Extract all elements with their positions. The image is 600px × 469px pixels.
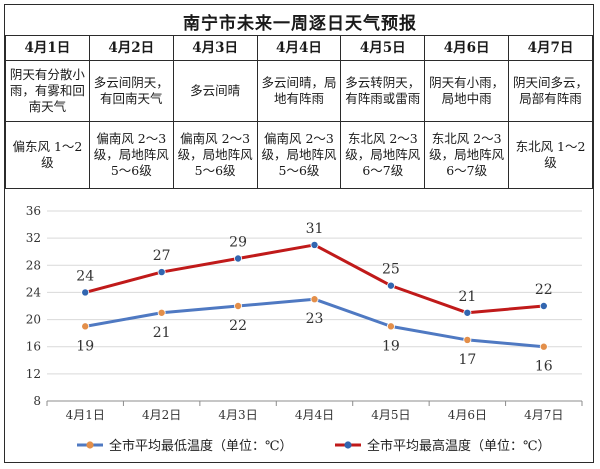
data-point [386, 322, 395, 331]
weather-cell: 多云间阴天，有回南天气 [88, 60, 174, 122]
y-tick-label: 8 [33, 394, 41, 408]
chart-series [81, 240, 548, 351]
data-point [234, 302, 243, 311]
data-label: 16 [535, 359, 553, 375]
data-label: 31 [306, 221, 324, 237]
data-point [310, 240, 319, 249]
data-point [386, 281, 395, 290]
date-cell: 4月2日 [88, 35, 174, 61]
x-tick-label: 4月5日 [371, 408, 410, 422]
data-point [310, 295, 319, 304]
y-tick-label: 16 [26, 340, 41, 354]
wind-cell: 东北风 2～3级，局地阵风 6～7级 [340, 121, 426, 189]
data-label: 17 [458, 352, 476, 368]
y-tick-label: 28 [26, 258, 41, 272]
weather-cell: 多云间晴，局地有阵雨 [256, 60, 342, 122]
weather-cell: 阴天有小雨，局地中雨 [424, 60, 510, 122]
data-point [157, 308, 166, 317]
legend-label: 全市平均最低温度（单位：℃） [109, 438, 293, 454]
x-tick-label: 4月7日 [524, 408, 563, 422]
y-tick-label: 32 [26, 231, 41, 245]
data-point [234, 254, 243, 263]
data-label: 21 [458, 289, 476, 305]
x-tick-label: 4月6日 [448, 408, 487, 422]
legend-marker [344, 441, 352, 449]
date-cell: 4月6日 [424, 35, 510, 61]
data-point [81, 322, 90, 331]
y-tick-label: 24 [26, 285, 42, 299]
forecast-table: 4月1日 4月2日 4月3日 4月4日 4月5日 4月6日 4月7日 阴天有分散… [5, 35, 593, 189]
data-point [539, 302, 548, 311]
date-cell: 4月3日 [172, 35, 258, 61]
x-tick-label: 4月2日 [142, 408, 181, 422]
date-cell: 4月1日 [5, 35, 90, 61]
y-tick-label: 20 [26, 313, 41, 327]
data-label: 22 [535, 282, 553, 298]
chart-grid [47, 210, 582, 375]
data-label: 23 [306, 311, 324, 327]
chart-legend: 全市平均最低温度（单位：℃） 全市平均最高温度（单位：℃） [77, 438, 551, 454]
wind-cell: 东北风 1～2级 [508, 121, 593, 189]
wind-row: 偏东风 1～2级 偏南风 2～3级，局地阵风 5～6级 偏南风 2～3级，局地阵… [5, 121, 593, 189]
data-label: 29 [229, 235, 247, 251]
data-point [81, 288, 90, 297]
temperature-line-chart: 8 12 16 20 24 28 32 36 4月1日 4月2日 4月3日 4月4日 4月5日 4月6日 4… [26, 204, 583, 454]
weather-cell: 阴天有分散小雨，有雾和回南天气 [5, 60, 90, 122]
chart-data-labels: 19 21 22 23 19 17 16 24 27 29 31 25 21 22 [76, 221, 552, 375]
weather-cell: 多云间晴 [172, 60, 258, 122]
data-label: 25 [382, 262, 400, 278]
weather-cell: 多云转阴天，有阵雨或雷雨 [340, 60, 426, 122]
data-label: 22 [229, 318, 247, 334]
legend-label: 全市平均最高温度（单位：℃） [367, 438, 551, 454]
y-tick-label: 36 [26, 204, 41, 218]
y-tick-label: 12 [26, 367, 41, 381]
forecast-panel: 南宁市未来一周逐日天气预报 4月1日 4月2日 4月3日 4月4日 4月5日 4… [4, 4, 594, 463]
date-cell: 4月4日 [256, 35, 342, 61]
data-point [157, 268, 166, 277]
data-label: 21 [153, 325, 171, 341]
wind-cell: 偏南风 2～3级，局地阵风 5～6级 [88, 121, 174, 189]
wind-cell: 偏东风 1～2级 [5, 121, 90, 189]
x-tick-label: 4月1日 [66, 408, 105, 422]
legend-marker [86, 441, 94, 449]
date-row: 4月1日 4月2日 4月3日 4月4日 4月5日 4月6日 4月7日 [5, 35, 593, 61]
wind-cell: 偏南风 2～3级，局地阵风 5～6级 [256, 121, 342, 189]
weather-cell: 阴天间多云，局部有阵雨 [508, 60, 593, 122]
x-tick-label: 4月4日 [295, 408, 334, 422]
page-title: 南宁市未来一周逐日天气预报 [183, 14, 417, 34]
data-point [463, 335, 472, 344]
date-cell: 4月7日 [508, 35, 593, 61]
wind-cell: 东北风 2～3级，局地阵风 6～7级 [424, 121, 510, 189]
x-tick-label: 4月3日 [218, 408, 257, 422]
date-cell: 4月5日 [340, 35, 426, 61]
data-label: 24 [76, 268, 94, 284]
data-label: 19 [382, 338, 400, 354]
chart-axes: 8 12 16 20 24 28 32 36 4月1日 4月2日 4月3日 4月4日 4月5日 4月6日 4… [26, 204, 583, 422]
data-point [463, 308, 472, 317]
data-label: 19 [76, 338, 94, 354]
wind-cell: 偏南风 2～3级，局地阵风 5～6级 [172, 121, 258, 189]
weather-row: 阴天有分散小雨，有雾和回南天气 多云间阴天，有回南天气 多云间晴 多云间晴，局地… [5, 60, 593, 122]
data-point [539, 342, 548, 351]
data-label: 27 [153, 248, 171, 264]
